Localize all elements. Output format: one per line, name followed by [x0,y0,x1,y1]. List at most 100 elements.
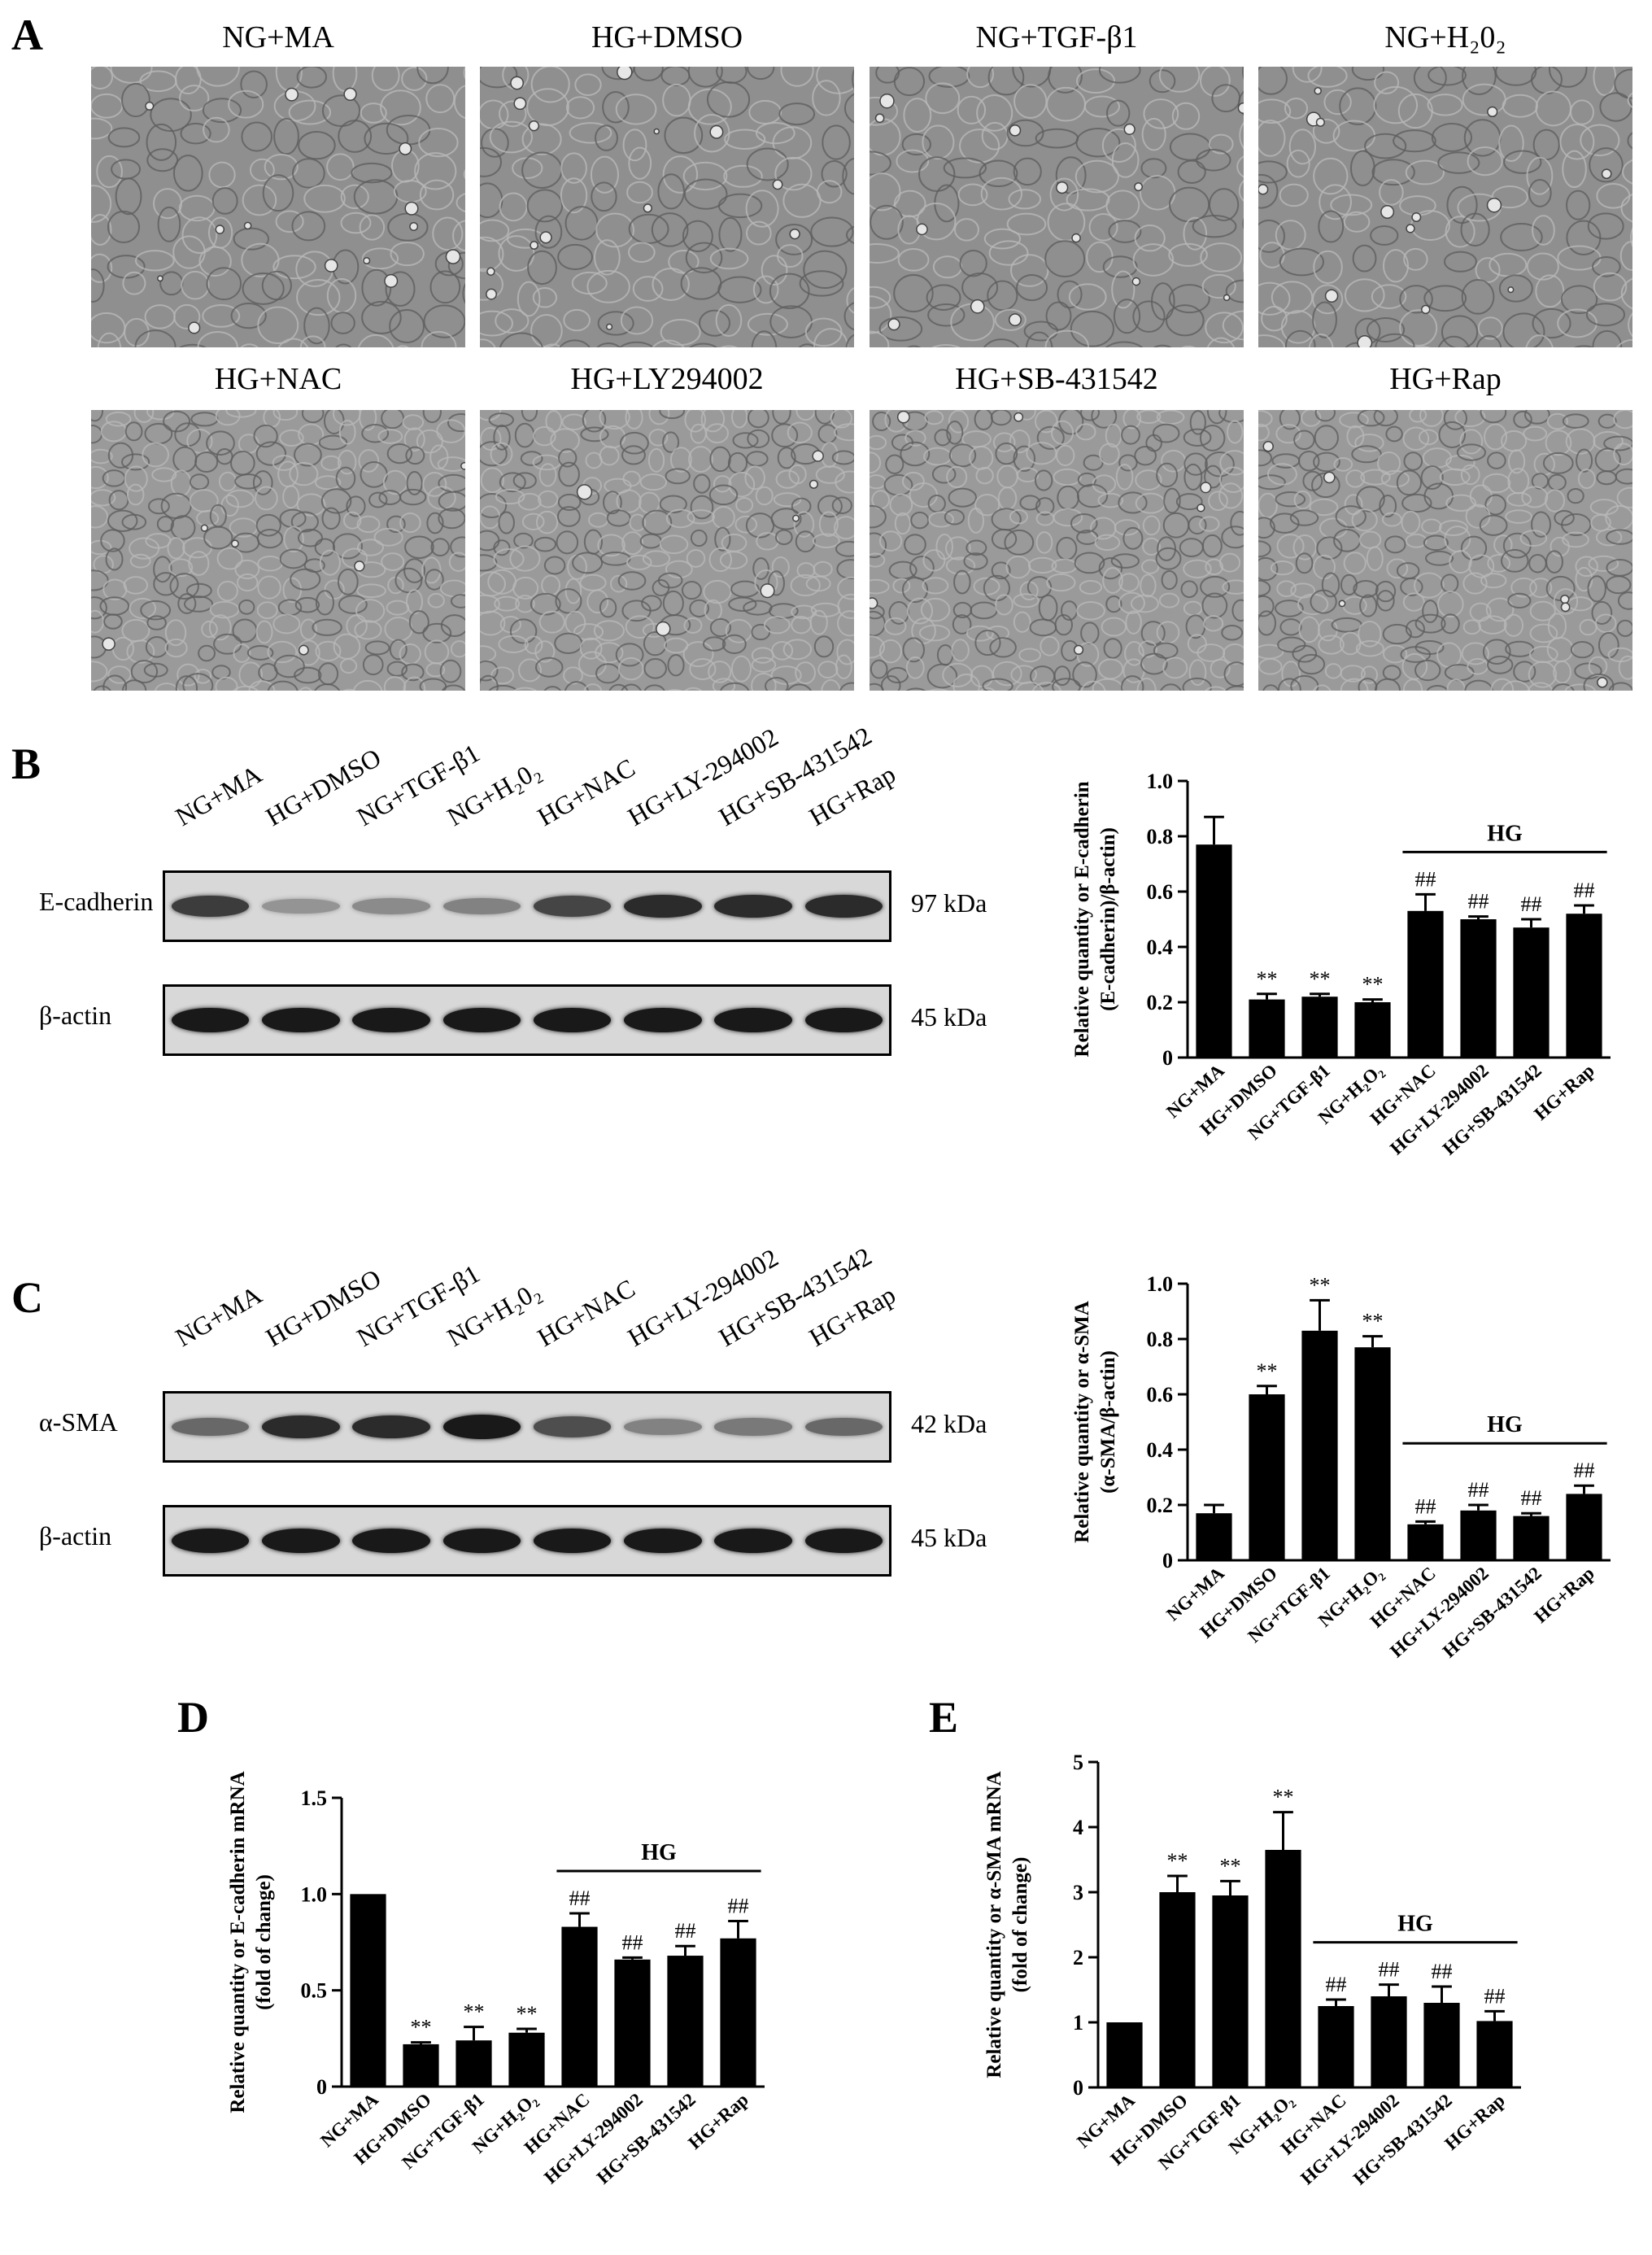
micrograph-label: NG+TGF-β1 [975,20,1138,55]
bar [1566,914,1602,1058]
cell-texture [870,67,1244,347]
bar [455,2040,492,2087]
blot-band [714,894,792,918]
bar [403,2043,439,2087]
blot-protein-label: E-cadherin [39,887,154,916]
y-axis-label: (E-cadherin)/β-actin) [1097,827,1119,1011]
group-label: HG [641,1840,677,1865]
blot-band [352,1415,430,1439]
micrograph-image [91,67,465,347]
blot-membrane-top [163,870,891,942]
bar [614,1959,651,2087]
blot-band [804,1529,883,1553]
panel-letter-e: E [929,1693,959,1742]
blot-band [262,1529,340,1553]
bar [1249,1394,1285,1560]
x-tick-label: HG+Rap [684,2089,752,2153]
significance-marker: ** [1310,1273,1331,1297]
micrograph-image [91,410,465,691]
panel-letter-c: C [11,1273,43,1322]
bar [720,1938,756,2087]
blot-band [804,1417,883,1437]
micrograph-image [1258,410,1632,691]
y-tick-label: 0.8 [1147,1328,1174,1351]
micrograph-label: HG+LY294002 [570,362,764,396]
significance-marker: ## [1521,892,1542,916]
y-tick-label: 0.2 [1147,1494,1174,1517]
significance-marker: ** [464,2000,485,2024]
blot-band [624,1008,702,1032]
blot-band [533,1008,612,1032]
y-tick-label: 1.5 [301,1786,328,1810]
y-tick-label: 2 [1073,1946,1083,1969]
cell-texture [1258,67,1632,347]
cell-texture [1258,410,1632,691]
cell-texture [480,410,854,691]
blot-lane-label: HG+LY-294002 [622,1242,783,1353]
bar [350,1894,386,2087]
bar [1318,2006,1354,2087]
bar [1196,1513,1232,1560]
bar [1371,1996,1407,2087]
y-tick-label: 5 [1073,1751,1083,1774]
significance-marker: ** [517,2002,538,2026]
blot-membrane-bottom [163,984,891,1056]
group-label: HG [1487,821,1523,846]
blot-band [262,1008,340,1032]
significance-marker: ## [1574,1459,1595,1482]
micrograph-label: HG+SB-431542 [955,362,1158,396]
micrograph-label: NG+MA [222,20,334,55]
blot-lane-label: HG+NAC [532,1273,640,1353]
bar-chart-e: 0 1 2 3 4 5 Relative quantity or α-SMA mRNA (fo… [983,1751,1521,2189]
blot-band [352,1529,430,1553]
y-tick-label: 0.4 [1147,1438,1174,1462]
y-tick-label: 0 [316,2075,327,2099]
significance-marker: ** [1310,967,1331,991]
blot-band [533,896,612,917]
blot-band [171,1008,250,1032]
y-axis-label: (fold of change) [253,1874,275,2010]
blot-kda-label: 97 kDa [911,888,987,918]
bar [1249,999,1285,1058]
blot-band [352,898,430,914]
cell-texture [480,67,854,347]
y-axis-label: Relative quantity or α-SMA mRNA [983,1771,1005,2078]
significance-marker: ## [675,1919,696,1943]
blot-membrane-top [163,1391,891,1463]
micrograph-image [870,410,1244,691]
bar [1212,1895,1249,2087]
bar [1513,927,1550,1058]
blot-band [624,1418,702,1436]
y-axis-label: Relative quantity or E-cadherin [1071,781,1093,1057]
blot-lane-label: NG+MA [170,1280,267,1353]
bar [1354,1347,1391,1560]
blot-band [714,1418,792,1436]
bar [667,1956,704,2087]
y-tick-label: 0 [1162,1046,1173,1070]
bar [1301,997,1338,1058]
blot-band [714,1529,792,1553]
x-tick-label: HG+Rap [1530,1563,1598,1627]
y-tick-label: 0.6 [1147,1383,1174,1407]
group-label: HG [1487,1412,1523,1437]
significance-marker: ** [1273,1786,1294,1809]
bar [1159,1892,1196,2087]
panel-letter-b: B [11,739,41,788]
cell-texture [870,410,1244,691]
bar-chart-b: 0 0.2 0.4 0.6 0.8 1.0 Relative quantity or E-c… [1071,770,1611,1159]
cell-texture [91,410,465,691]
x-tick-label: HG+Rap [1441,2090,1508,2154]
panel-letter-a: A [11,11,43,59]
y-tick-label: 0.5 [301,1979,328,2003]
blot-band [352,1008,430,1032]
blot-band [804,1008,883,1032]
blot-band [262,1415,340,1439]
bar [1476,2021,1513,2087]
bar-chart-c: 0 0.2 0.4 0.6 0.8 1.0 Relative quantity or α-S… [1071,1272,1611,1662]
blot-kda-label: 45 kDa [911,1002,987,1032]
bar [1460,1510,1497,1560]
bar [1354,1002,1391,1058]
blot-band [442,1529,521,1553]
blot-band [804,894,883,918]
blot-kda-label: 42 kDa [911,1409,987,1438]
